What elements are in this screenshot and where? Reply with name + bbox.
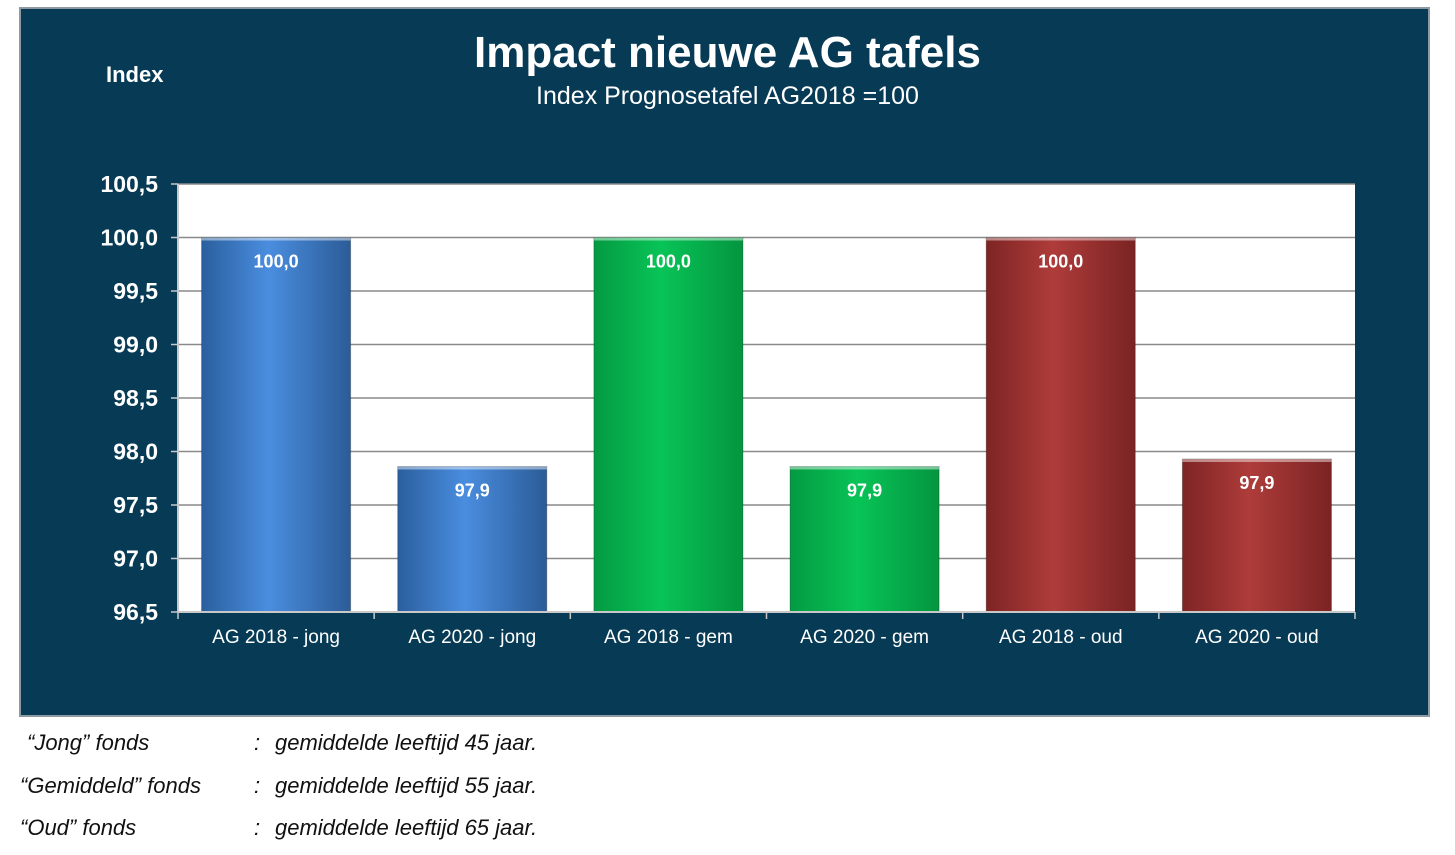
bar-highlight xyxy=(397,466,547,470)
data-label: 97,9 xyxy=(1239,473,1274,493)
bar-chart: 100,5 100,0 99,5 99,0 98,5 98,0 97,5 97,0 96,5 10… xyxy=(100,171,1356,648)
x-tick-label: AG 2020 - gem xyxy=(800,627,929,648)
footnote-separator: : xyxy=(254,730,261,755)
y-tick-label: 96,5 xyxy=(113,599,158,625)
footnote-label: “Gemiddeld” fonds xyxy=(20,773,201,798)
y-tick-label: 98,0 xyxy=(113,439,158,465)
footnote-text: gemiddelde leeftijd 55 jaar. xyxy=(275,773,538,798)
x-tick-label: AG 2018 - oud xyxy=(999,627,1123,648)
bar-highlight xyxy=(1182,458,1332,462)
data-label: 100,0 xyxy=(1038,252,1083,272)
y-tick-label: 100,5 xyxy=(100,171,158,197)
bar xyxy=(789,465,940,613)
y-tick-label: 97,0 xyxy=(113,546,158,572)
footnote-separator: : xyxy=(254,815,261,840)
x-tick-label: AG 2020 - jong xyxy=(408,627,536,648)
bar xyxy=(397,465,548,613)
y-axis-label: Index xyxy=(106,62,164,87)
data-label: 97,9 xyxy=(455,480,490,500)
data-label: 97,9 xyxy=(847,480,882,500)
x-tick-label: AG 2018 - gem xyxy=(604,627,733,648)
chart-subtitle: Index Prognosetafel AG2018 =100 xyxy=(536,82,919,110)
bar xyxy=(985,237,1136,613)
y-tick-label: 100,0 xyxy=(100,225,158,251)
bar-highlight xyxy=(790,466,940,470)
footnote-label: “Jong” fonds xyxy=(27,730,150,755)
bar-highlight xyxy=(201,237,351,241)
bar xyxy=(201,237,352,613)
data-label: 100,0 xyxy=(646,252,691,272)
y-tick-label: 98,5 xyxy=(113,385,158,411)
y-tick-label: 99,5 xyxy=(113,278,158,304)
y-tick-label: 97,5 xyxy=(113,492,158,518)
y-tick-label: 99,0 xyxy=(113,332,158,358)
x-tick-label: AG 2020 - oud xyxy=(1195,627,1319,648)
bar-highlight xyxy=(593,237,743,241)
footnote-separator: : xyxy=(254,773,261,798)
footnote-label: “Oud” fonds xyxy=(20,815,137,840)
chart-title: Impact nieuwe AG tafels xyxy=(474,28,981,77)
bar xyxy=(1181,458,1332,613)
footnote-text: gemiddelde leeftijd 65 jaar. xyxy=(275,815,538,840)
footnote-text: gemiddelde leeftijd 45 jaar. xyxy=(275,730,538,755)
bar xyxy=(593,237,744,613)
data-label: 100,0 xyxy=(254,252,299,272)
bar-highlight xyxy=(986,237,1136,241)
x-tick-label: AG 2018 - jong xyxy=(212,627,340,648)
